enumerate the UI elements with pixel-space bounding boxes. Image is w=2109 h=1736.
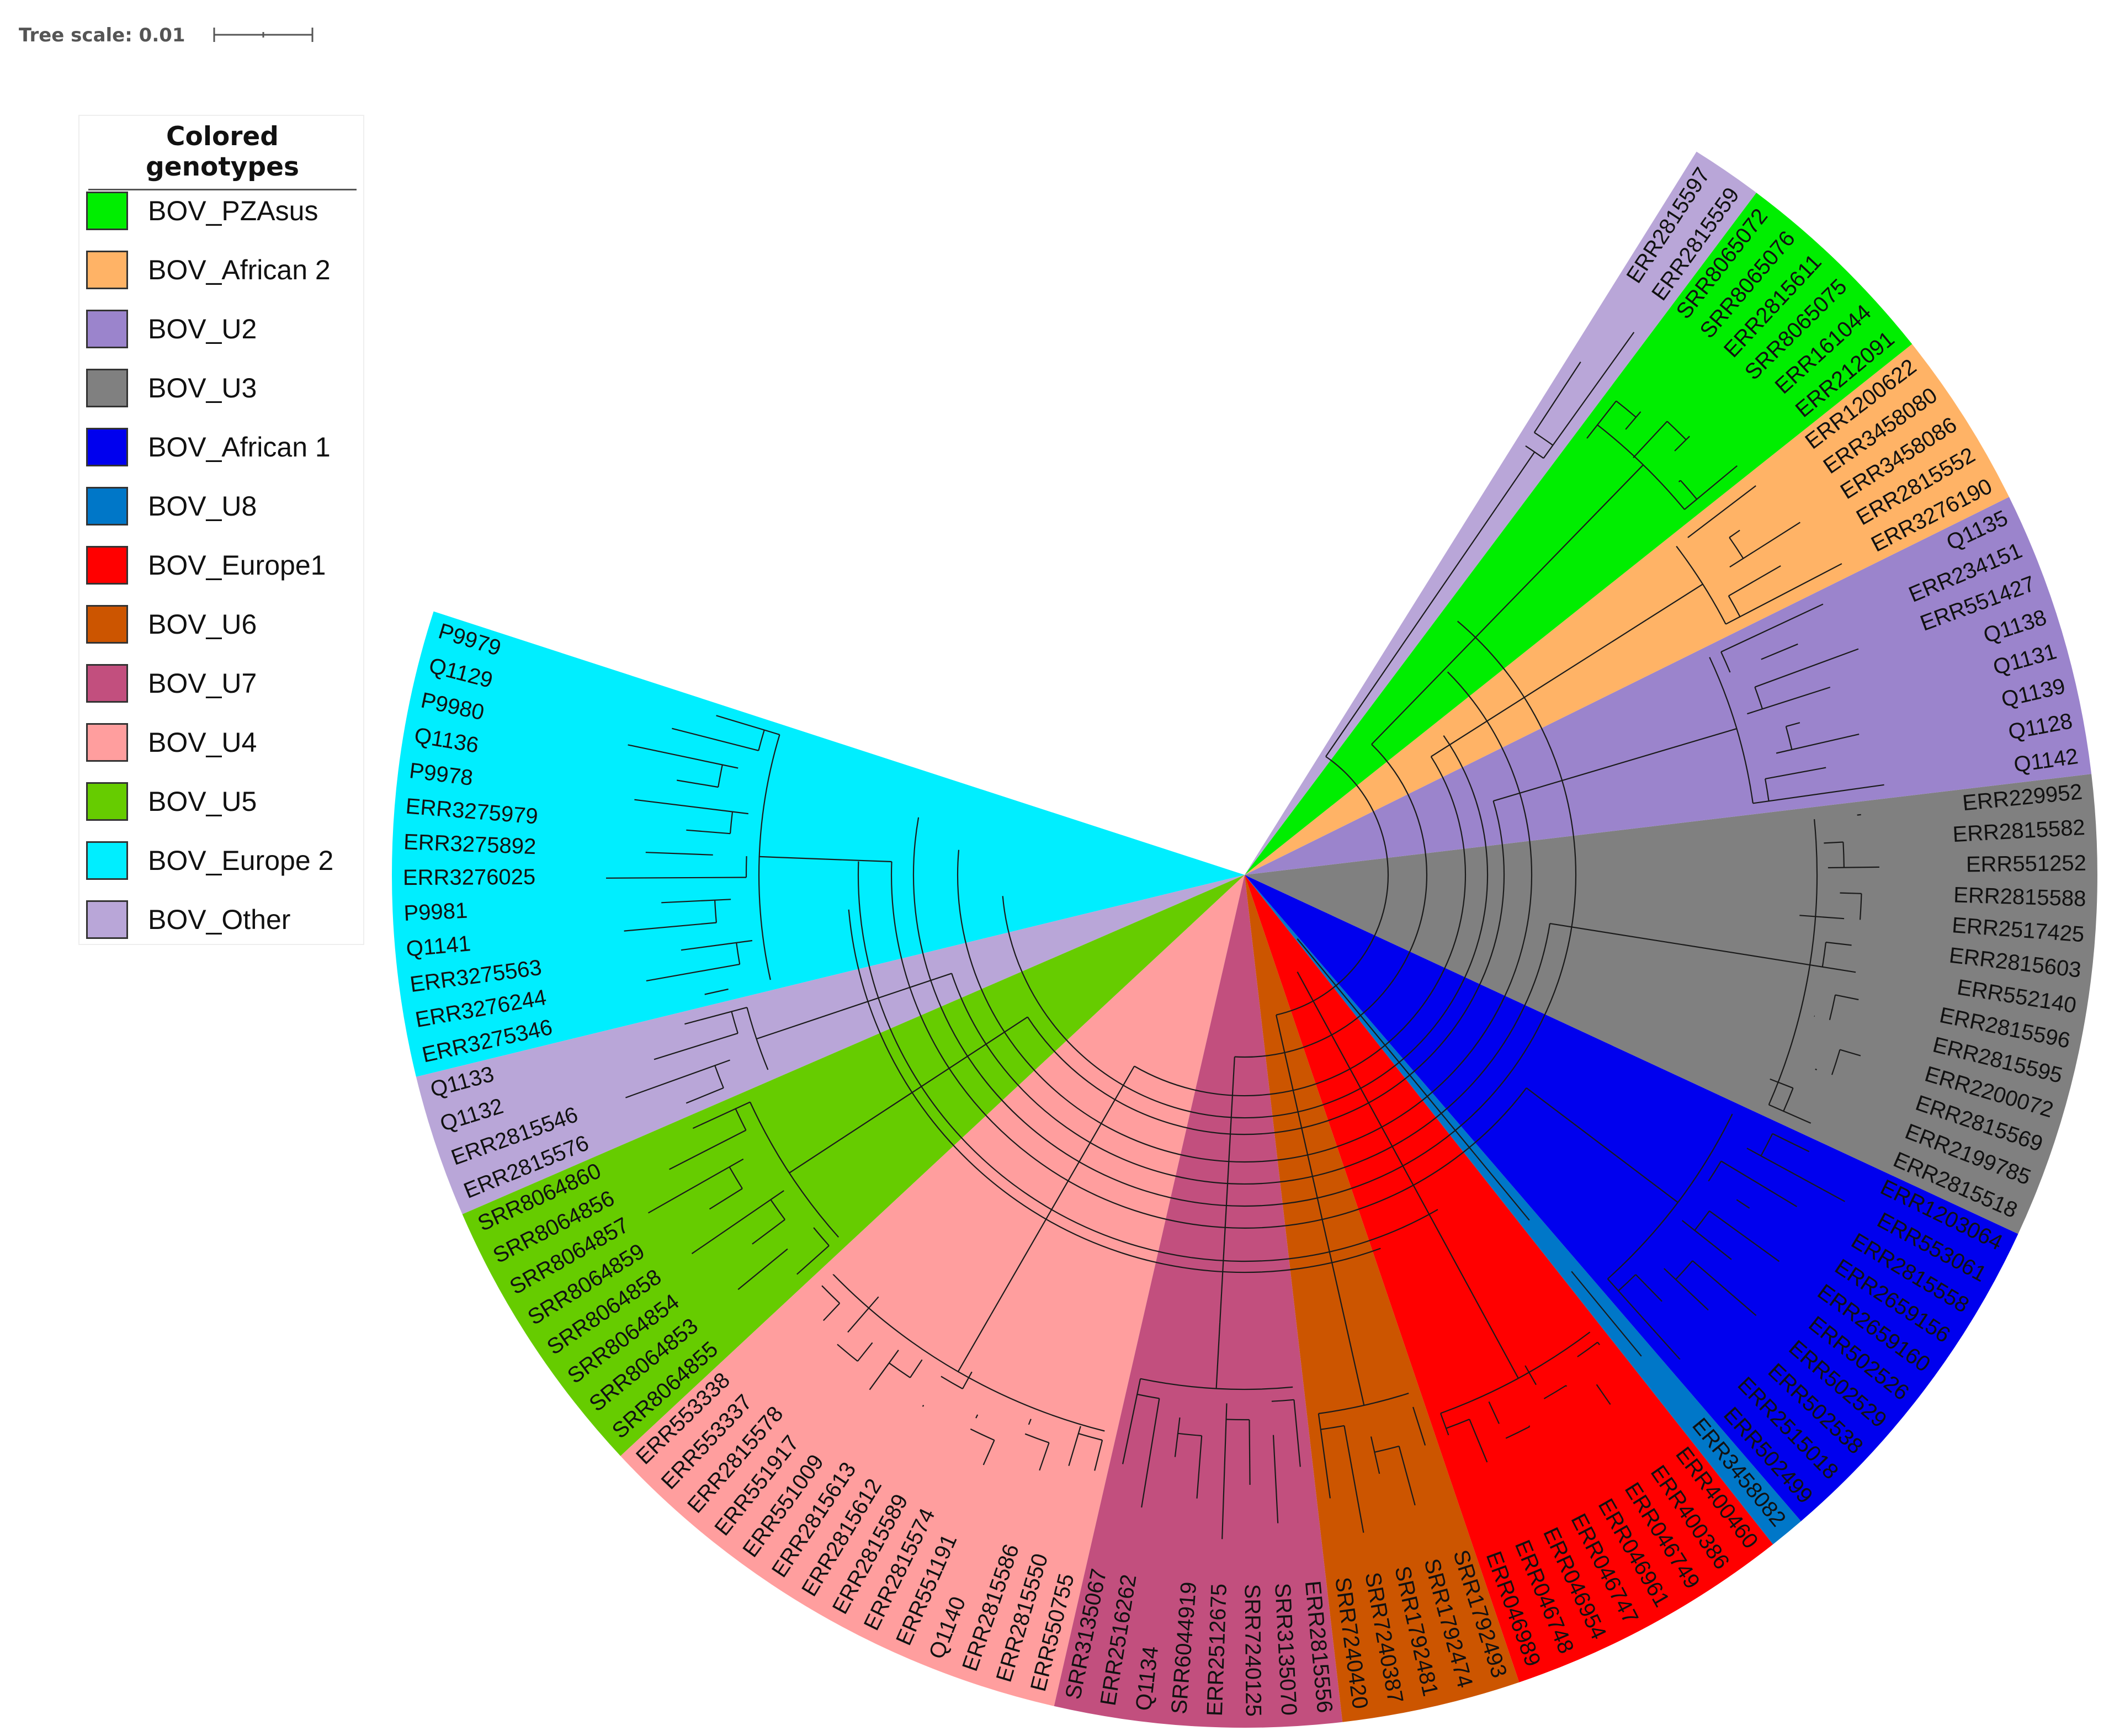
clade-wedge: [1245, 344, 2009, 875]
leaf-label: Q1141: [405, 931, 472, 961]
legend-swatch: [86, 191, 128, 230]
legend-item: BOV_U3: [86, 358, 333, 417]
legend: Colored genotypes BOV_PZAsus BOV_African …: [78, 115, 364, 945]
legend-item: BOV_U4: [86, 713, 333, 772]
legend-swatch: [86, 309, 128, 348]
legend-item: BOV_Europe1: [86, 535, 333, 594]
leaf-labels: P9979Q1129P9980Q1136P9978ERR3275979ERR32…: [403, 163, 2086, 1717]
clade-wedge: [1245, 875, 1520, 1722]
legend-item: BOV_African 1: [86, 417, 333, 476]
legend-item: BOV_U2: [86, 299, 333, 358]
legend-item: BOV_U6: [86, 594, 333, 654]
clade-wedge: [1245, 875, 1773, 1682]
legend-label: BOV_Europe1: [148, 549, 326, 581]
leaf-label: ERR2815588: [1953, 883, 2086, 911]
legend-swatch: [86, 900, 128, 939]
legend-swatch: [86, 841, 128, 880]
legend-item: BOV_Europe 2: [86, 831, 333, 890]
legend-item: BOV_U7: [86, 654, 333, 713]
legend-item: BOV_U8: [86, 476, 333, 535]
legend-swatch: [86, 604, 128, 644]
clade-wedge: [1245, 875, 2018, 1521]
legend-swatch: [86, 782, 128, 821]
clade-wedge: [1245, 193, 1913, 875]
leaf-label: P9981: [403, 899, 469, 926]
legend-label: BOV_U7: [148, 667, 257, 699]
clade-wedges: [391, 151, 2097, 1728]
leaf-label: ERR551252: [1966, 851, 2086, 877]
legend-swatch: [86, 368, 128, 407]
leaf-label: SRR7240125: [1240, 1584, 1266, 1717]
legend-swatch: [86, 723, 128, 762]
legend-label: BOV_African 2: [148, 254, 331, 285]
leaf-label: ERR3275892: [403, 830, 536, 859]
clade-wedge: [1245, 774, 2097, 1234]
tree-scale-label: Tree scale: 0.01: [19, 24, 185, 46]
legend-label: BOV_U5: [148, 785, 257, 817]
tree-scale: Tree scale: 0.01: [19, 24, 314, 46]
legend-label: BOV_U3: [148, 372, 257, 404]
legend-item: BOV_U5: [86, 772, 333, 831]
legend-item: BOV_PZAsus: [86, 181, 333, 240]
legend-label: BOV_Europe 2: [148, 845, 334, 876]
leaf-label: ERR3276025: [403, 865, 535, 890]
clade-wedge: [1245, 151, 1757, 875]
clade-wedge: [1054, 875, 1343, 1728]
legend-swatch: [86, 486, 128, 525]
legend-title: Colored genotypes: [88, 121, 357, 190]
clade-wedge: [391, 611, 1245, 1077]
legend-swatch: [86, 545, 128, 585]
legend-label: BOV_African 1: [148, 431, 331, 463]
legend-swatch: [86, 250, 128, 289]
legend-list: BOV_PZAsus BOV_African 2 BOV_U2 BOV_U3 BOV_A…: [86, 181, 333, 949]
legend-label: BOV_U4: [148, 726, 257, 758]
leaf-label: ERR2512675: [1203, 1583, 1231, 1717]
clade-wedge: [416, 875, 1245, 1214]
tree-branches: [605, 332, 1884, 1539]
legend-item: BOV_Other: [86, 890, 333, 949]
legend-swatch: [86, 427, 128, 466]
clade-wedge: [1245, 875, 1801, 1544]
legend-label: BOV_Other: [148, 904, 291, 935]
clade-wedge: [1245, 497, 2092, 875]
legend-label: BOV_U8: [148, 490, 257, 522]
legend-label: BOV_U2: [148, 313, 257, 344]
legend-swatch: [86, 663, 128, 703]
legend-label: BOV_U6: [148, 608, 257, 640]
clade-wedge: [462, 875, 1245, 1456]
legend-item: BOV_African 2: [86, 240, 333, 299]
legend-label: BOV_PZAsus: [148, 195, 318, 226]
